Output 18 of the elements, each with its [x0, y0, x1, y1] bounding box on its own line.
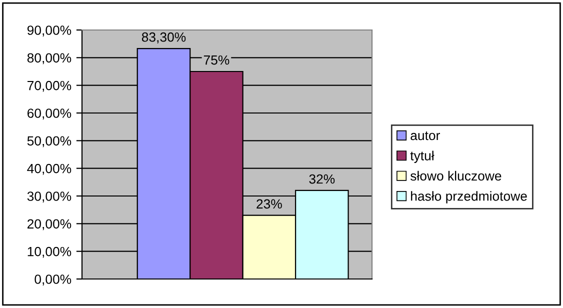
- data-label: 32%: [309, 174, 335, 184]
- legend-label: autor: [410, 132, 440, 140]
- y-tick-label: 70,00%: [28, 80, 72, 92]
- legend-label: hasło przedmiotowe: [411, 191, 527, 204]
- legend-label: słowo kluczowe: [410, 170, 502, 181]
- legend-label: tytuł: [410, 150, 434, 163]
- data-label: 83,30%: [142, 32, 186, 44]
- y-tick-label: 20,00%: [28, 219, 72, 230]
- data-label: 75%: [204, 55, 230, 65]
- y-tick-label: 90,00%: [27, 26, 72, 36]
- data-label: 23%: [256, 199, 282, 209]
- y-tick-label: 0,00%: [34, 274, 72, 286]
- y-tick-label: 40,00%: [27, 164, 72, 175]
- y-tick-label: 30,00%: [27, 192, 72, 202]
- y-tick-label: 50,00%: [27, 136, 72, 148]
- y-tick-label: 80,00%: [27, 53, 72, 64]
- y-tick-label: 60,00%: [28, 108, 72, 120]
- y-tick-label: 10,00%: [28, 246, 72, 258]
